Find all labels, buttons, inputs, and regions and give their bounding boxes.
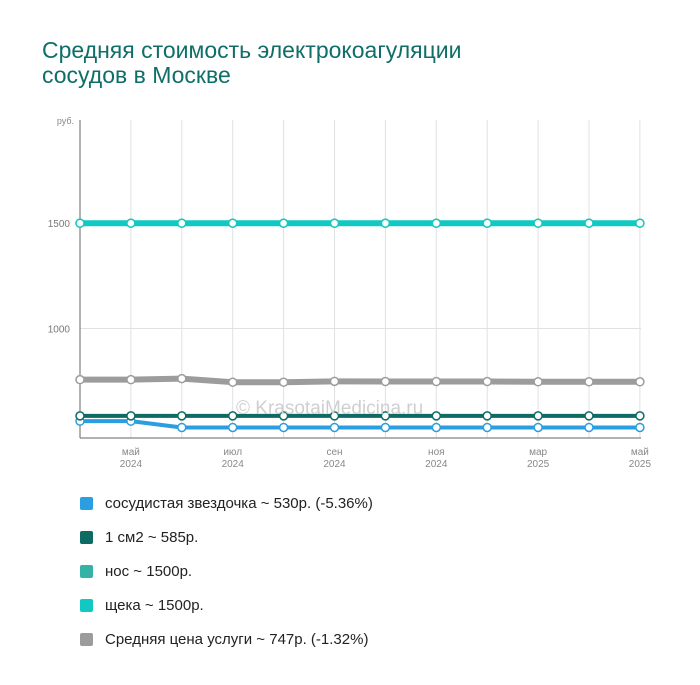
data-point bbox=[380, 411, 391, 421]
legend-label: Средняя цена услуги ~ 747р. (-1.32%) bbox=[105, 630, 369, 648]
data-point bbox=[584, 377, 594, 387]
data-point bbox=[329, 422, 340, 433]
legend-swatch bbox=[80, 530, 93, 544]
data-point bbox=[75, 218, 85, 228]
data-point bbox=[278, 411, 289, 421]
x-tick-month: ноя bbox=[428, 447, 445, 458]
data-point bbox=[584, 422, 594, 433]
data-point bbox=[533, 218, 543, 228]
data-point bbox=[227, 218, 238, 228]
data-point bbox=[278, 422, 289, 433]
data-point bbox=[635, 377, 645, 387]
data-point bbox=[126, 374, 136, 385]
chart-title-line-1: Средняя стоимость электрокоагуляции bbox=[42, 37, 462, 63]
data-point bbox=[329, 411, 340, 421]
data-point bbox=[482, 376, 492, 387]
x-tick-year: 2024 bbox=[222, 459, 245, 470]
data-point bbox=[482, 411, 492, 421]
legend-label: сосудистая звездочка ~ 530р. (-5.36%) bbox=[105, 494, 373, 512]
legend-item[interactable]: щека ~ 1500р. bbox=[80, 588, 373, 622]
data-point bbox=[75, 374, 85, 385]
chart-title: Средняя стоимость электрокоагуляции сосу… bbox=[42, 38, 602, 88]
chart-title-line-2: сосудов в Москве bbox=[42, 62, 231, 88]
legend-swatch bbox=[80, 598, 93, 612]
data-point bbox=[177, 411, 187, 421]
data-point bbox=[533, 377, 543, 387]
series-lines bbox=[77, 220, 643, 430]
x-tick-month: мар bbox=[529, 447, 547, 458]
data-point bbox=[431, 411, 442, 421]
chart-grid bbox=[80, 120, 641, 438]
data-point bbox=[584, 218, 594, 228]
data-point bbox=[431, 422, 442, 433]
y-tick-label: 1000 bbox=[48, 324, 71, 335]
line-chart: 15001000руб.май2024июл2024сен2024ноя2024… bbox=[48, 116, 652, 470]
data-point bbox=[635, 218, 645, 228]
data-point bbox=[431, 218, 442, 228]
legend-item[interactable]: 1 см2 ~ 585р. bbox=[80, 520, 373, 554]
series-points bbox=[75, 218, 645, 433]
data-point bbox=[329, 376, 340, 387]
data-point bbox=[380, 218, 391, 228]
data-point bbox=[380, 422, 391, 433]
data-point bbox=[635, 422, 645, 433]
data-point bbox=[584, 411, 594, 421]
data-point bbox=[126, 411, 136, 421]
x-tick-year: 2024 bbox=[323, 459, 346, 470]
x-tick-month: май bbox=[122, 447, 140, 458]
x-tick-month: май bbox=[631, 447, 649, 458]
x-tick-year: 2024 bbox=[120, 459, 143, 470]
data-point bbox=[635, 411, 645, 421]
x-tick-year: 2025 bbox=[629, 459, 652, 470]
watermark: © KrasotaiMedicina.ru bbox=[236, 398, 424, 419]
x-tick-month: сен bbox=[326, 447, 342, 458]
data-point bbox=[482, 422, 492, 433]
data-point bbox=[126, 218, 136, 228]
legend-label: щека ~ 1500р. bbox=[105, 596, 204, 614]
legend-label: 1 см2 ~ 585р. bbox=[105, 528, 199, 546]
chart-legend: сосудистая звездочка ~ 530р. (-5.36%) 1 с… bbox=[80, 486, 373, 656]
series-line-0 bbox=[78, 419, 642, 430]
data-point bbox=[75, 411, 85, 421]
x-tick-year: 2025 bbox=[527, 459, 550, 470]
legend-item[interactable]: нос ~ 1500р. bbox=[80, 554, 373, 588]
data-point bbox=[227, 422, 238, 433]
data-point bbox=[177, 218, 187, 228]
legend-item[interactable]: сосудистая звездочка ~ 530р. (-5.36%) bbox=[80, 486, 373, 520]
data-point bbox=[380, 376, 391, 387]
legend-swatch bbox=[80, 564, 93, 578]
data-point bbox=[177, 422, 187, 433]
data-point bbox=[431, 376, 442, 387]
x-tick-month: июл bbox=[223, 447, 242, 458]
data-point bbox=[533, 422, 543, 433]
data-point bbox=[278, 218, 289, 228]
y-tick-label: 1500 bbox=[48, 219, 71, 230]
data-point bbox=[329, 218, 340, 228]
data-point bbox=[177, 373, 187, 384]
legend-label: нос ~ 1500р. bbox=[105, 562, 193, 580]
data-point bbox=[533, 411, 543, 421]
data-point bbox=[482, 218, 492, 228]
legend-swatch bbox=[80, 496, 93, 510]
legend-swatch bbox=[80, 632, 93, 646]
data-point bbox=[227, 411, 238, 421]
y-axis-unit: руб. bbox=[57, 116, 74, 126]
series-line-4 bbox=[77, 375, 643, 386]
data-point bbox=[227, 377, 238, 387]
data-point bbox=[278, 377, 289, 387]
x-tick-year: 2024 bbox=[425, 459, 448, 470]
legend-item[interactable]: Средняя цена услуги ~ 747р. (-1.32%) bbox=[80, 622, 373, 656]
chart-axes: 15001000руб.май2024июл2024сен2024ноя2024… bbox=[48, 116, 652, 470]
